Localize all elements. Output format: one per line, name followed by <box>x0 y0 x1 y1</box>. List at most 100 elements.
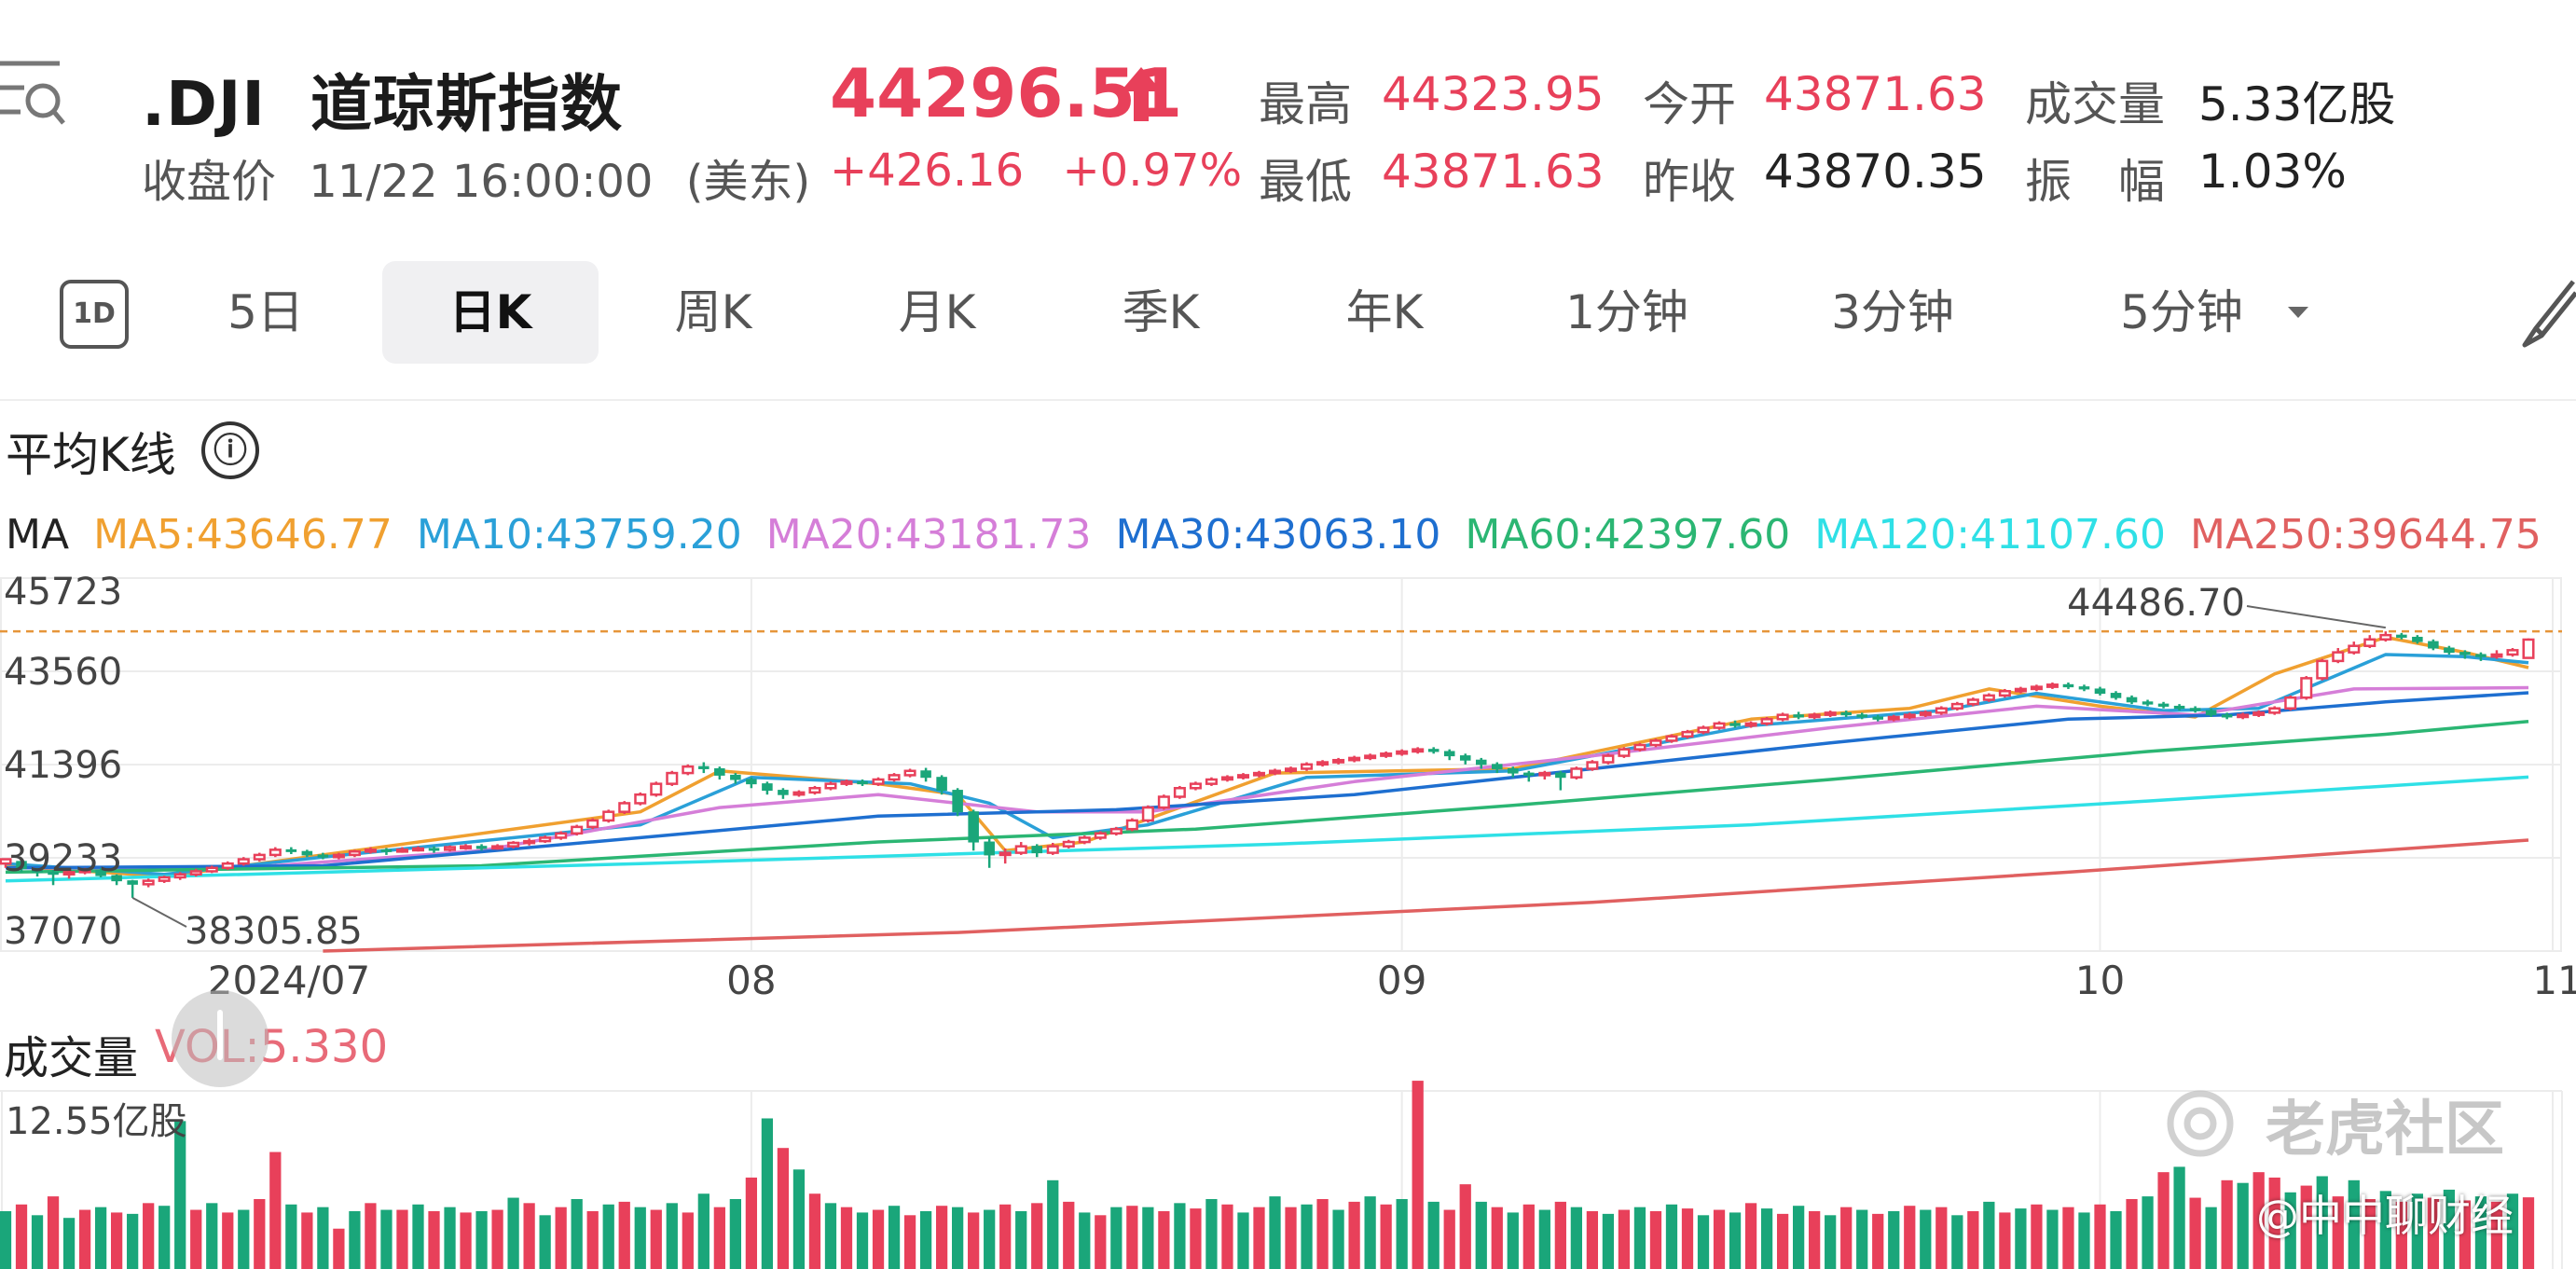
tab-monthly-k[interactable]: 月K <box>898 285 976 339</box>
candle-body <box>475 846 488 849</box>
candle <box>2475 652 2486 661</box>
volume-bar <box>1840 1207 1853 1269</box>
candle <box>1649 738 1662 748</box>
candle-body <box>253 853 266 861</box>
volume-bar <box>824 1203 837 1269</box>
candle <box>2094 686 2106 696</box>
high-annotation-label: 44486.70 <box>2067 582 2245 625</box>
candle <box>2506 648 2519 657</box>
tab-5day[interactable]: 5日 <box>227 285 304 339</box>
candle-body <box>1538 771 1551 777</box>
candle-body <box>507 841 520 848</box>
candle <box>1729 720 1741 728</box>
candle <box>1808 712 1821 720</box>
candle-body <box>1793 714 1804 718</box>
candle <box>32 867 43 877</box>
candle-body <box>1491 764 1503 769</box>
candle <box>1903 712 1916 720</box>
tab-5min[interactable]: 5分钟 <box>2120 285 2243 339</box>
volume-bar <box>1348 1201 1360 1269</box>
y-tick-label: 45723 <box>4 571 122 614</box>
candle <box>16 860 27 873</box>
candle-body <box>872 778 885 785</box>
volume-bar <box>935 1206 948 1269</box>
volume-bar <box>507 1197 519 1269</box>
volume-bar <box>984 1209 996 1269</box>
volume-bar <box>143 1203 155 1269</box>
candle-body <box>1586 761 1599 770</box>
volume-label: 成交量 <box>2025 77 2165 131</box>
candle <box>1824 710 1837 717</box>
ma-line-ma120 <box>5 775 2529 883</box>
volume-bar <box>555 1207 567 1269</box>
candle-body <box>857 780 868 785</box>
candle <box>1459 753 1471 765</box>
candle <box>1205 777 1218 786</box>
volume-bar <box>697 1193 709 1269</box>
y-tick-label: 41396 <box>4 744 122 787</box>
volume-bar <box>1888 1210 1900 1269</box>
volume-bar <box>1872 1213 1884 1269</box>
volume-bar <box>1443 1209 1455 1269</box>
candle-body <box>2284 696 2297 710</box>
draw-pencil-icon[interactable] <box>2517 270 2576 354</box>
candle-body <box>682 765 695 775</box>
intraday-1d-icon[interactable]: 1D <box>60 280 129 349</box>
tab-quarterly-k[interactable]: 季K <box>1122 285 1200 339</box>
candle-body <box>395 848 408 853</box>
candle-body <box>808 787 821 794</box>
volume-bar <box>808 1193 821 1269</box>
candle-body <box>602 810 615 822</box>
volume-bar <box>586 1210 599 1269</box>
candle <box>2268 706 2281 715</box>
tab-1min[interactable]: 1分钟 <box>1565 285 1688 339</box>
volume-bar <box>2046 1209 2059 1269</box>
volume-bar <box>682 1212 694 1269</box>
candle-body <box>2126 697 2138 703</box>
volume-bar <box>1364 1196 1376 1269</box>
candle-body <box>173 873 186 879</box>
volume-bar <box>94 1207 107 1269</box>
candle <box>237 857 250 866</box>
volume-bar <box>2300 1185 2312 1269</box>
candle-body <box>205 866 218 873</box>
volume-bar <box>2110 1210 2122 1269</box>
ma-line-ma10 <box>5 653 2529 876</box>
candle-body <box>2205 710 2217 716</box>
dropdown-caret-icon[interactable] <box>2284 303 2312 322</box>
candle-body <box>1744 722 1757 727</box>
candle <box>571 824 584 836</box>
volume-bar <box>2126 1199 2138 1269</box>
candle <box>1508 766 1519 778</box>
volume-bar <box>1301 1204 1313 1269</box>
candle <box>2412 635 2423 644</box>
price-change: +426.16 +0.97% <box>830 145 1266 197</box>
candle <box>78 867 91 875</box>
candle <box>205 865 218 874</box>
candle <box>221 861 234 871</box>
candle-body <box>903 769 916 777</box>
candle <box>285 847 297 854</box>
candle-body <box>301 850 313 856</box>
volume-bar <box>1031 1203 1043 1269</box>
tab-3min[interactable]: 3分钟 <box>1831 285 1954 339</box>
tab-yearly-k[interactable]: 年K <box>1345 285 1424 339</box>
info-icon[interactable]: ⓘ <box>201 421 259 479</box>
volume-bar <box>1602 1213 1615 1269</box>
candle-body <box>1856 714 1867 718</box>
volume-bar <box>111 1212 123 1269</box>
volume-bar <box>792 1169 806 1269</box>
volume-bar <box>301 1212 313 1269</box>
candle-body <box>2490 653 2503 658</box>
candle-body <box>2094 688 2106 695</box>
candle <box>348 849 361 858</box>
volume-bar <box>1475 1201 1487 1269</box>
tab-daily-k[interactable]: 日K <box>382 261 599 364</box>
volume-bar <box>47 1196 60 1269</box>
low-annotation-leader <box>131 896 187 928</box>
search-menu-icon[interactable] <box>0 58 65 131</box>
candle-body <box>1681 730 1694 738</box>
tab-weekly-k[interactable]: 周K <box>674 285 752 339</box>
candle-body <box>2522 638 2535 659</box>
